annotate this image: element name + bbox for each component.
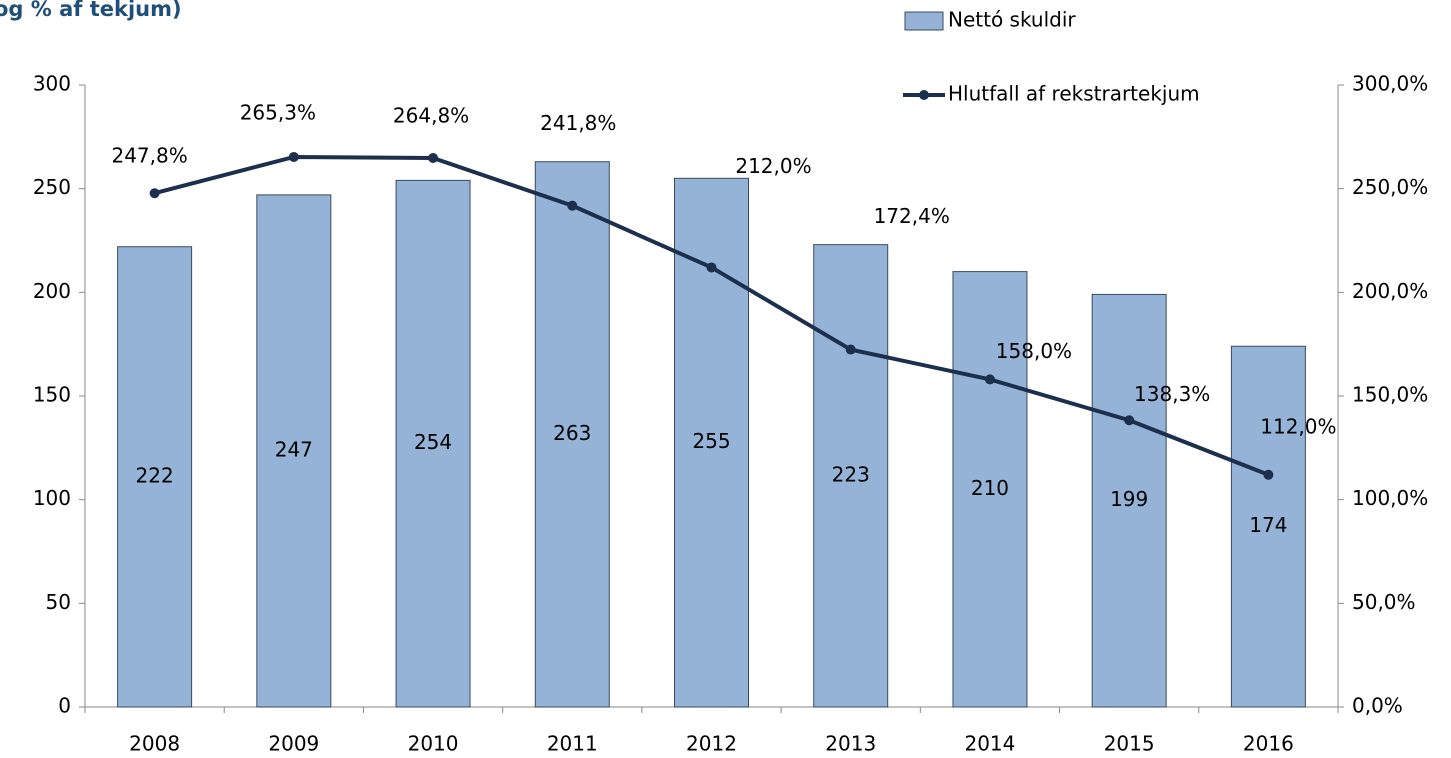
- x-tick-label: 2012: [686, 732, 737, 756]
- y2-tick-label: 100,0%: [1352, 486, 1428, 510]
- y-tick-label: 100: [33, 486, 71, 510]
- bar: [813, 244, 889, 708]
- bar-value-label: 255: [692, 429, 730, 453]
- bar: [256, 194, 332, 708]
- y-tick-label: 300: [33, 72, 71, 96]
- x-tick-label: 2013: [825, 732, 876, 756]
- legend-swatch: [904, 11, 944, 31]
- x-tick-label: 2011: [547, 732, 598, 756]
- line-marker: [428, 152, 439, 163]
- line-value-label: 247,8%: [111, 144, 187, 168]
- line-marker: [706, 262, 717, 273]
- bar-value-label: 199: [1110, 487, 1148, 511]
- bar-value-label: 254: [414, 430, 452, 454]
- y2-tick-label: 0,0%: [1352, 694, 1403, 718]
- line-marker: [1263, 469, 1274, 480]
- chart-title: og % af tekjum): [0, 0, 182, 21]
- legend-label: Hlutfall af rekstrartekjum: [948, 82, 1200, 106]
- line-marker: [567, 200, 578, 211]
- line-value-label: 172,4%: [874, 204, 950, 228]
- x-tick-label: 2015: [1104, 732, 1155, 756]
- bar: [1091, 293, 1167, 708]
- y-tick-label: 50: [46, 590, 71, 614]
- line-marker: [984, 374, 995, 385]
- x-tick-label: 2008: [129, 732, 180, 756]
- bar-value-label: 247: [275, 437, 313, 461]
- x-tick-label: 2014: [964, 732, 1015, 756]
- y2-tick-label: 50,0%: [1352, 590, 1416, 614]
- y2-tick-label: 300,0%: [1352, 72, 1428, 96]
- bar-value-label: 210: [971, 476, 1009, 500]
- y-tick-label: 250: [33, 175, 71, 199]
- line-marker: [149, 188, 160, 199]
- bar-value-label: 263: [553, 421, 591, 445]
- line-value-label: 265,3%: [240, 100, 316, 124]
- line-value-label: 264,8%: [393, 103, 469, 127]
- x-tick-label: 2009: [268, 732, 319, 756]
- y-tick-label: 150: [33, 383, 71, 407]
- line-marker: [1124, 415, 1135, 426]
- y2-tick-label: 200,0%: [1352, 279, 1428, 303]
- line-value-label: 138,3%: [1134, 382, 1210, 406]
- bar: [117, 246, 193, 708]
- x-tick-label: 2010: [408, 732, 459, 756]
- line-marker: [288, 151, 299, 162]
- line-value-label: 241,8%: [540, 111, 616, 135]
- bar: [534, 161, 610, 708]
- bar-value-label: 174: [1249, 513, 1287, 537]
- y2-tick-label: 150,0%: [1352, 383, 1428, 407]
- y-tick-label: 200: [33, 279, 71, 303]
- line-value-label: 158,0%: [996, 339, 1072, 363]
- bar-value-label: 223: [832, 462, 870, 486]
- legend-label: Nettó skuldir: [948, 8, 1076, 32]
- bar: [952, 271, 1028, 708]
- bar: [395, 179, 471, 708]
- line-value-label: 112,0%: [1260, 414, 1336, 438]
- y2-tick-label: 250,0%: [1352, 175, 1428, 199]
- y-tick-label: 0: [58, 694, 71, 718]
- x-tick-label: 2016: [1243, 732, 1294, 756]
- line-marker: [845, 344, 856, 355]
- legend-marker: [919, 90, 929, 100]
- bar: [1230, 345, 1306, 708]
- line-value-label: 212,0%: [735, 154, 811, 178]
- bar-value-label: 222: [136, 463, 174, 487]
